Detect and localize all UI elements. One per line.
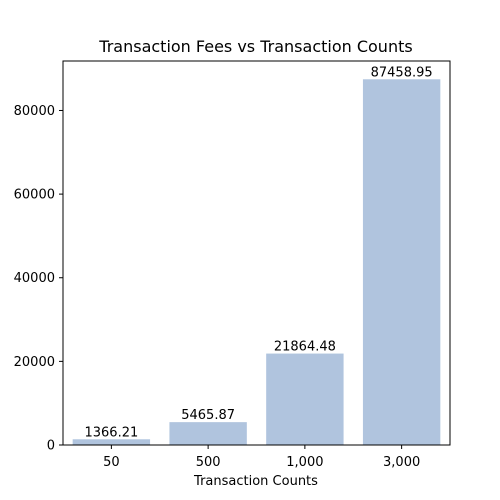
bar-value-label: 1366.21: [84, 425, 138, 440]
bars-group: [72, 79, 441, 445]
x-tick-label: 500: [196, 455, 221, 470]
plot-area-frame: [62, 60, 451, 446]
bar-1,000: [266, 353, 344, 445]
y-tick-label: 20000: [14, 355, 55, 370]
data-labels-group: 1366.21 5465.87 21864.48 87458.95: [84, 65, 432, 440]
bar-500: [169, 422, 247, 445]
y-tick-label: 80000: [14, 104, 55, 119]
bar-50: [72, 439, 151, 445]
bar-value-label: 5465.87: [181, 408, 235, 423]
bar-3,000: [362, 79, 441, 445]
chart-title: Transaction Fees vs Transaction Counts: [98, 37, 412, 56]
x-tick-label: 1,000: [286, 455, 323, 470]
bar-value-label: 87458.95: [371, 65, 433, 80]
y-axis: 0 20000 40000 60000 80000: [14, 104, 63, 454]
x-tick-label: 50: [103, 455, 120, 470]
y-tick-label: 0: [47, 439, 55, 454]
y-tick-label: 40000: [14, 271, 55, 286]
x-axis: 50 500 1,000 3,000: [103, 445, 420, 470]
y-tick-label: 60000: [14, 188, 55, 203]
bar-value-label: 21864.48: [274, 340, 336, 355]
x-tick-label: 3,000: [383, 455, 420, 470]
x-axis-label: Transaction Counts: [193, 474, 318, 489]
